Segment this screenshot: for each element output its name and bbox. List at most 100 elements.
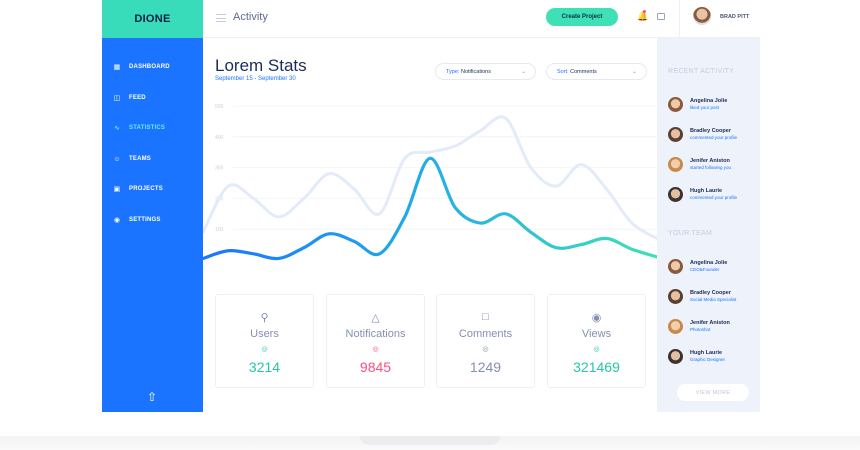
stat-value: 321469 xyxy=(573,359,620,375)
stat-label: Views xyxy=(581,328,612,340)
trend-icon: ◎ xyxy=(482,346,489,353)
stat-label: Users xyxy=(250,328,279,340)
dashboard-icon: ▦ xyxy=(113,64,121,71)
sidebar-item-label: STATISTICS xyxy=(129,125,166,131)
sidebar-item-projects[interactable]: ▣ PROJECTS xyxy=(113,183,163,195)
y-tick-label: 500 xyxy=(215,104,224,110)
stats-title: Lorem Stats xyxy=(215,56,307,75)
device-notch xyxy=(360,436,500,445)
chevron-down-icon: ⌄ xyxy=(631,69,637,75)
avatar xyxy=(668,289,683,304)
comment-icon: □ xyxy=(482,311,489,323)
activity-desc: liked your post xyxy=(690,105,720,110)
activity-name: Bradley Cooper xyxy=(690,128,731,134)
activity-desc: commented your profile xyxy=(690,135,738,140)
team-member-role: Photoshot xyxy=(690,327,711,332)
avatar xyxy=(668,319,683,334)
brand-logo[interactable]: DIONE xyxy=(102,0,203,38)
team-member[interactable]: Bradley Cooper Social Media Specialist xyxy=(668,288,758,306)
chevron-down-icon: ⌄ xyxy=(520,69,526,75)
team-member-name: Angelina Jolie xyxy=(690,260,728,266)
create-project-button[interactable]: Create Project xyxy=(546,8,618,26)
settings-icon: ◉ xyxy=(113,217,121,224)
series-line-secondary xyxy=(203,115,657,240)
y-tick-label: 300 xyxy=(215,166,224,172)
team-member[interactable]: Hugh Laurie Graphic Designer xyxy=(668,348,758,366)
team-member-name: Jenifer Aniston xyxy=(690,320,730,326)
sidebar-item-settings[interactable]: ◉ SETTINGS xyxy=(113,214,161,226)
sidebar-item-label: PROJECTS xyxy=(129,186,163,192)
stat-value: 3214 xyxy=(248,359,281,375)
main-content: Lorem Stats September 15 - September 30 … xyxy=(203,38,657,412)
team-member-name: Hugh Laurie xyxy=(690,350,723,356)
stat-card-comments[interactable]: □ Comments ◎ 1249 xyxy=(436,294,535,388)
sidebar-item-teams[interactable]: ☺ TEAMS xyxy=(113,153,151,165)
sort-filter-label: Sort: xyxy=(557,68,569,75)
sidebar-item-statistics[interactable]: ∿ STATISTICS xyxy=(113,122,165,134)
projects-icon: ▣ xyxy=(113,186,121,193)
eye-icon: ◉ xyxy=(591,312,602,324)
feed-icon: ◫ xyxy=(113,95,121,102)
date-range: September 15 - September 30 xyxy=(215,76,296,82)
sidebar: ▦ DASHBOARD ◫ FEED ∿ STATISTICS ☺ TEAMS … xyxy=(102,38,203,412)
notification-dot xyxy=(643,10,646,13)
view-more-button[interactable]: VIEW MORE xyxy=(677,384,749,401)
recent-activity-heading: RECENT ACTIVITY xyxy=(668,68,735,75)
stat-value: 1249 xyxy=(469,359,502,375)
avatar xyxy=(668,157,683,172)
divider xyxy=(679,0,680,38)
team-member[interactable]: Jenifer Aniston Photoshot xyxy=(668,318,758,336)
stat-label: Comments xyxy=(458,328,513,340)
type-filter-dropdown[interactable]: Type: Notifications ⌄ xyxy=(435,63,536,80)
team-member-role: CEO&Founder xyxy=(690,267,720,272)
type-filter-value: Notifications xyxy=(460,68,491,75)
team-member-role: Social Media Specialist xyxy=(690,297,737,302)
hamburger-menu-icon[interactable] xyxy=(216,14,226,22)
app-window: DIONE Activity Create Project 🔔 BRAD PIT… xyxy=(102,0,760,412)
series-line-primary xyxy=(203,156,657,261)
page-title: Activity xyxy=(233,11,268,23)
sidebar-item-label: FEED xyxy=(129,95,146,101)
stat-cards: ⚲ Users ◎ 3214 △ Notifications ◎ 9845 □ … xyxy=(215,294,646,388)
stat-card-views[interactable]: ◉ Views ◎ 321469 xyxy=(547,294,646,388)
statistics-icon: ∿ xyxy=(113,125,121,132)
bell-icon: △ xyxy=(371,312,380,324)
activity-item[interactable]: Angelina Jolie liked your post xyxy=(668,96,758,114)
user-icon: ⚲ xyxy=(260,312,269,324)
stat-card-users[interactable]: ⚲ Users ◎ 3214 xyxy=(215,294,314,388)
activity-item[interactable]: Hugh Laurie commented your profile xyxy=(668,186,758,204)
sidebar-item-label: SETTINGS xyxy=(129,217,161,223)
trend-icon: ◎ xyxy=(261,346,268,353)
right-panel: RECENT ACTIVITY Angelina Jolie liked you… xyxy=(657,38,760,412)
team-member-role: Graphic Designer xyxy=(690,357,726,362)
y-tick-label: 100 xyxy=(215,227,224,233)
sidebar-item-label: TEAMS xyxy=(129,156,151,162)
sidebar-item-dashboard[interactable]: ▦ DASHBOARD xyxy=(113,61,170,73)
activity-item[interactable]: Jenifer Aniston started following you xyxy=(668,156,758,174)
avatar xyxy=(668,349,683,364)
sort-filter-dropdown[interactable]: Sort: Comments ⌄ xyxy=(546,63,647,80)
team-member[interactable]: Angelina Jolie CEO&Founder xyxy=(668,258,758,276)
type-filter-label: Type: xyxy=(446,68,460,75)
avatar xyxy=(668,187,683,202)
stat-card-notifications[interactable]: △ Notifications ◎ 9845 xyxy=(326,294,425,388)
notification-bell-icon[interactable]: 🔔 xyxy=(637,11,649,21)
stat-label: Notifications xyxy=(345,328,406,340)
avatar xyxy=(668,97,683,112)
messages-icon[interactable] xyxy=(657,13,665,20)
activity-item[interactable]: Bradley Cooper commented your profile xyxy=(668,126,758,144)
activity-desc: started following you xyxy=(690,165,732,170)
user-name[interactable]: BRAD PITT xyxy=(720,14,750,20)
sidebar-item-label: DASHBOARD xyxy=(129,64,170,70)
teams-icon: ☺ xyxy=(113,155,121,163)
activity-desc: commented your profile xyxy=(690,195,738,200)
sidebar-item-feed[interactable]: ◫ FEED xyxy=(113,92,146,104)
sort-filter-value: Comments xyxy=(570,68,597,75)
share-icon[interactable]: ⇧ xyxy=(146,390,158,404)
activity-name: Angelina Jolie xyxy=(690,98,728,104)
stats-chart: 500 400 300 200 100 xyxy=(203,94,657,264)
team-member-name: Bradley Cooper xyxy=(690,290,731,296)
avatar xyxy=(668,127,683,142)
user-avatar[interactable] xyxy=(693,7,711,25)
